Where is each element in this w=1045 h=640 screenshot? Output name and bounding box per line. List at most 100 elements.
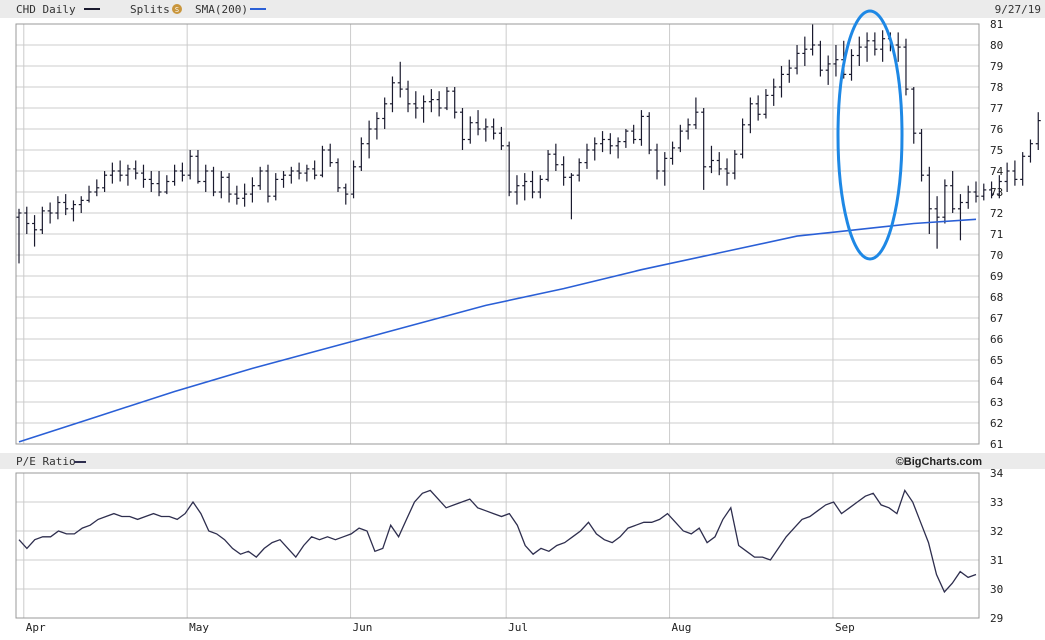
- pe-tick-label: 30: [990, 583, 1003, 596]
- ohlc-bar: [249, 177, 255, 203]
- ohlc-bar: [86, 185, 92, 203]
- ohlc-bar: [864, 32, 870, 62]
- ohlc-bar: [125, 164, 131, 186]
- ohlc-bar: [304, 164, 310, 182]
- ohlc-bar: [211, 166, 217, 197]
- ohlc-bar: [187, 150, 193, 180]
- ohlc-bar: [677, 124, 683, 153]
- ohlc-bar: [436, 91, 442, 117]
- ohlc-bar: [288, 166, 294, 184]
- ohlc-bar: [747, 97, 753, 134]
- ohlc-bar: [319, 145, 325, 178]
- price-tick-label: 78: [990, 81, 1003, 94]
- ohlc-bar: [491, 118, 497, 140]
- ohlc-bar: [109, 162, 115, 184]
- price-tick-label: 65: [990, 354, 1003, 367]
- ohlc-bar: [273, 173, 279, 201]
- ohlc-bar: [942, 179, 948, 224]
- sma-line: [18, 218, 977, 443]
- ohlc-bar: [568, 173, 574, 220]
- ohlc-bar: [950, 171, 956, 213]
- price-tick-label: 81: [990, 18, 1003, 31]
- pe-tick-label: 29: [990, 612, 1003, 625]
- ohlc-bar: [506, 141, 512, 197]
- brand-label: ©BigCharts.com: [896, 456, 983, 468]
- ohlc-bar: [817, 40, 823, 77]
- pe-tick-label: 32: [990, 525, 1003, 538]
- ohlc-bar: [444, 87, 450, 111]
- ohlc-bar: [428, 89, 434, 113]
- splits-badge-letter: S: [175, 6, 179, 14]
- ohlc-bar: [265, 164, 271, 203]
- ohlc-bar: [413, 91, 419, 119]
- ohlc-bar: [156, 171, 162, 197]
- ohlc-bar: [24, 206, 30, 234]
- price-y-axis: 6162636465666768697071727374757677787980…: [990, 18, 1004, 451]
- ohlc-bar: [919, 129, 925, 182]
- symbol-label: CHD Daily: [16, 3, 76, 16]
- ohlc-bar: [475, 110, 481, 136]
- month-labels: Apr May Jun Jul Aug Sep: [26, 621, 855, 634]
- ohlc-bar: [1004, 162, 1010, 192]
- ohlc-bar: [234, 185, 240, 205]
- price-tick-label: 68: [990, 291, 1003, 304]
- ohlc-bar: [133, 160, 139, 180]
- ohlc-bar: [452, 87, 458, 119]
- ohlc-bar: [708, 145, 714, 174]
- pe-header-bar: [0, 453, 1045, 469]
- pe-tick-label: 31: [990, 554, 1003, 567]
- pe-plot-frame: [15, 472, 980, 619]
- ohlc-bar: [553, 143, 559, 171]
- ohlc-bar: [257, 166, 263, 190]
- ohlc-bar: [584, 143, 590, 169]
- ohlc-bar: [600, 131, 606, 153]
- ohlc-bar: [366, 120, 372, 159]
- ohlc-bar: [117, 160, 123, 182]
- ohlc-bar: [576, 158, 582, 182]
- ohlc-bar: [981, 183, 987, 201]
- ohlc-bar: [965, 185, 971, 209]
- price-tick-label: 62: [990, 417, 1003, 430]
- month-label: Apr: [26, 621, 46, 634]
- ohlc-bar: [1035, 112, 1041, 150]
- price-tick-label: 63: [990, 396, 1003, 409]
- month-label: Aug: [672, 621, 692, 634]
- ohlc-bar: [685, 118, 691, 140]
- pe-tick-label: 33: [990, 496, 1003, 509]
- ohlc-bar: [148, 171, 154, 192]
- ohlc-bar: [374, 112, 380, 140]
- ohlc-bar: [164, 175, 170, 195]
- splits-badge-icon: [172, 4, 182, 14]
- sma-label: SMA(200): [195, 3, 248, 16]
- ohlc-bar: [833, 45, 839, 77]
- ohlc-bar: [218, 171, 224, 199]
- price-tick-label: 70: [990, 249, 1003, 262]
- price-tick-label: 79: [990, 60, 1003, 73]
- ohlc-bar: [732, 150, 738, 180]
- ohlc-bar: [343, 183, 349, 205]
- ohlc-bar: [327, 143, 333, 167]
- ohlc-bar: [701, 108, 707, 190]
- ohlc-bar: [397, 61, 403, 98]
- ohlc-bar: [195, 150, 201, 184]
- ohlc-bar: [179, 162, 185, 182]
- splits-label: Splits: [130, 3, 170, 16]
- ohlc-bar: [522, 173, 528, 201]
- price-bars: [16, 24, 1041, 264]
- ohlc-bar: [382, 97, 388, 129]
- ohlc-bar: [281, 171, 287, 188]
- ohlc-bar: [794, 45, 800, 75]
- price-tick-label: 67: [990, 312, 1003, 325]
- pe-title: P/E Ratio: [16, 455, 76, 468]
- price-header-bar: [0, 0, 1045, 18]
- ohlc-bar: [996, 175, 1002, 199]
- ohlc-bar: [242, 183, 248, 207]
- ohlc-bar: [483, 118, 489, 142]
- month-label: Sep: [835, 621, 855, 634]
- price-tick-label: 77: [990, 102, 1003, 115]
- ohlc-bar: [654, 143, 660, 180]
- ohlc-bar: [880, 30, 886, 62]
- ohlc-bar: [670, 141, 676, 165]
- price-plot-frame: [15, 23, 980, 445]
